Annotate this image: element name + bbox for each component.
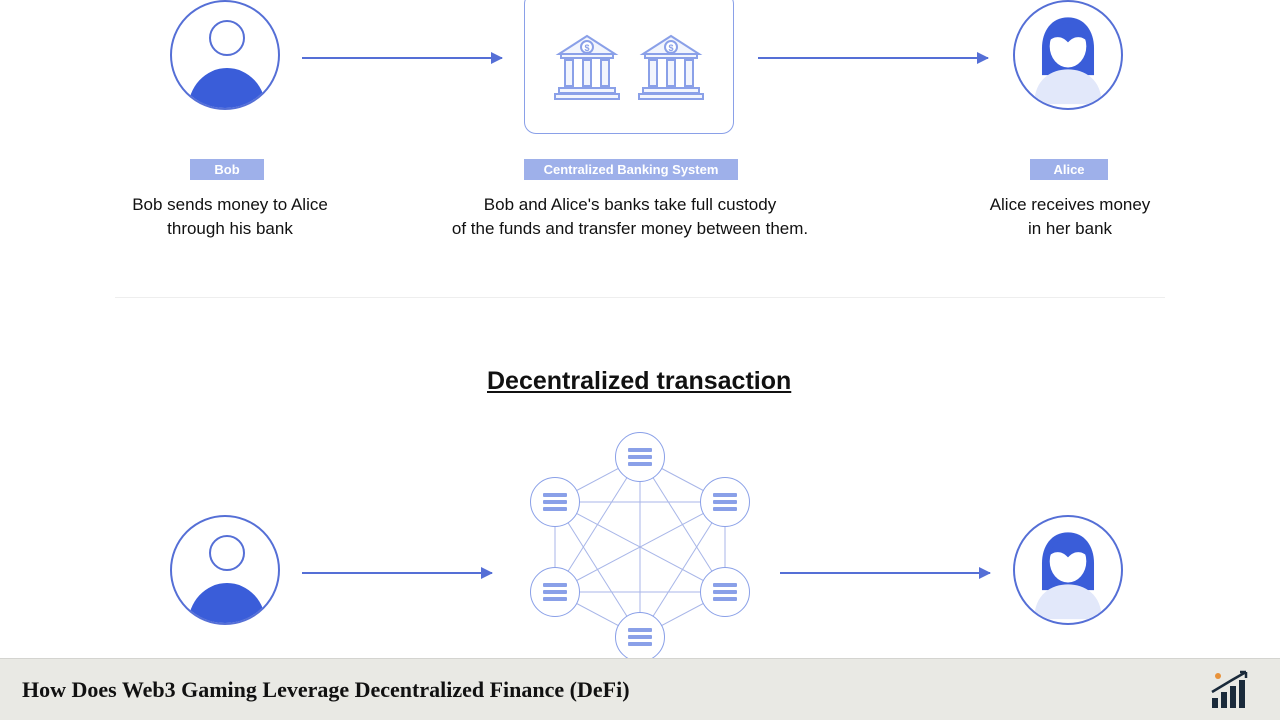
bank-box: $ $ xyxy=(524,0,734,134)
svg-text:$: $ xyxy=(668,43,673,53)
network-node-icon xyxy=(530,477,580,527)
alice-desc: Alice receives moneyin her bank xyxy=(950,193,1190,241)
section-divider xyxy=(115,297,1165,298)
network-node-icon xyxy=(700,567,750,617)
bob-avatar xyxy=(170,0,280,110)
bank-icon: $ xyxy=(551,26,623,101)
bank-tag: Centralized Banking System xyxy=(524,159,738,180)
network-node-icon xyxy=(530,567,580,617)
arrow-icon xyxy=(780,572,990,574)
bob-desc: Bob sends money to Alicethrough his bank xyxy=(100,193,360,241)
network-node-icon xyxy=(700,477,750,527)
arrow-icon xyxy=(758,57,988,59)
bob-tag: Bob xyxy=(190,159,264,180)
arrow-icon xyxy=(302,57,502,59)
diagram-canvas: $ $ Bob Cent xyxy=(0,0,1280,720)
footer-bar: How Does Web3 Gaming Leverage Decentrali… xyxy=(0,658,1280,720)
svg-text:$: $ xyxy=(584,43,589,53)
network-node-icon xyxy=(615,612,665,662)
network-node-icon xyxy=(615,432,665,482)
bob-avatar xyxy=(170,515,280,625)
alice-avatar xyxy=(1013,0,1123,110)
arrow-icon xyxy=(302,572,492,574)
bank-icon: $ xyxy=(635,26,707,101)
alice-tag: Alice xyxy=(1030,159,1108,180)
footer-title: How Does Web3 Gaming Leverage Decentrali… xyxy=(22,677,630,703)
bank-desc: Bob and Alice's banks take full custodyo… xyxy=(430,193,830,241)
section-title: Decentralized transaction xyxy=(487,367,791,396)
growth-chart-icon xyxy=(1208,670,1258,710)
alice-avatar xyxy=(1013,515,1123,625)
